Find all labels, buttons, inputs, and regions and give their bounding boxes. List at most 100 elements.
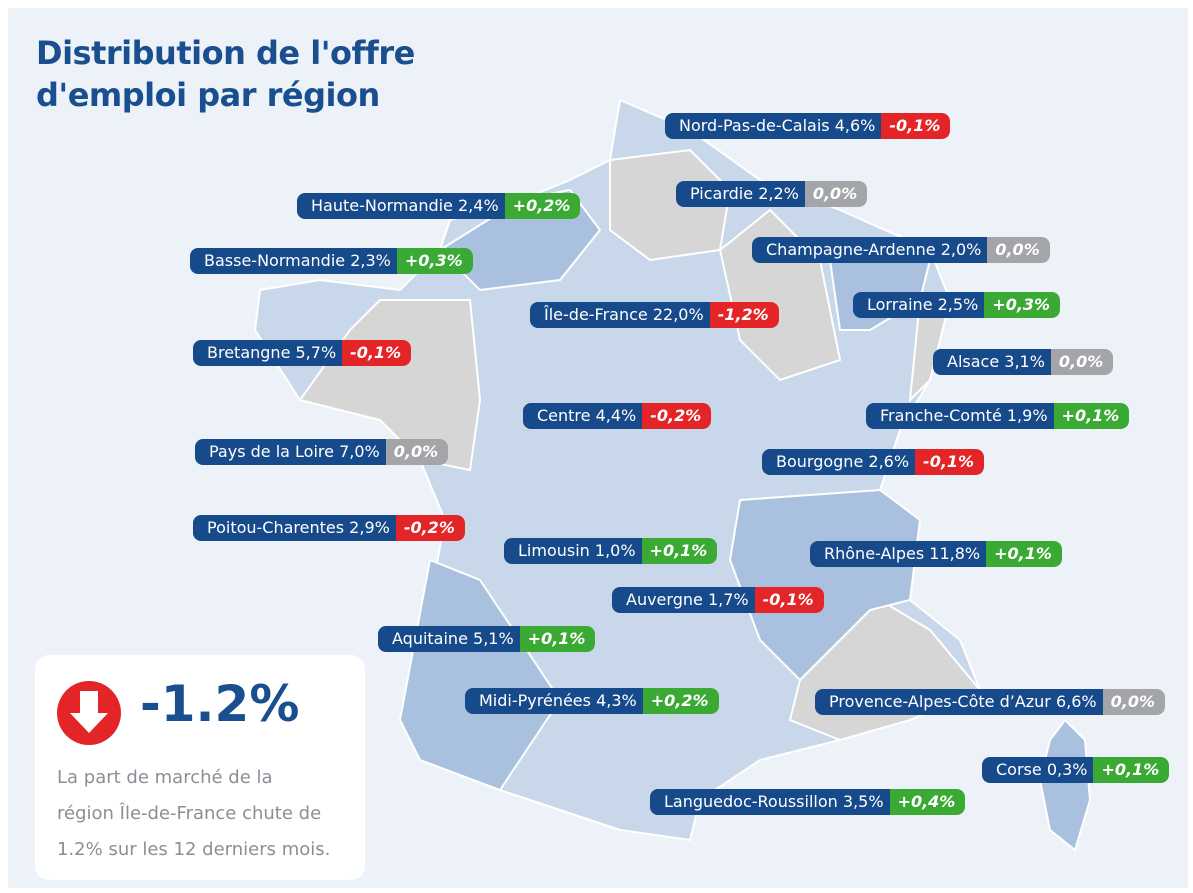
region-label: Île-de-France 22,0% -1,2%	[530, 302, 779, 328]
region-change: +0,1%	[1053, 403, 1130, 429]
region-label: Nord-Pas-de-Calais 4,6% -0,1%	[665, 113, 951, 139]
region-name-share: Île-de-France 22,0%	[530, 302, 710, 328]
region-name: Franche-Comté	[880, 406, 1002, 425]
region-blue	[398, 558, 562, 792]
region-name-share: Champagne-Ardenne 2,0%	[752, 237, 988, 263]
region-name: Limousin	[518, 541, 590, 560]
region-name: Alsace	[947, 352, 1000, 371]
region-change: +0,2%	[504, 193, 581, 219]
region-change: -0,1%	[915, 449, 985, 475]
region-label: Poitou-Charentes 2,9% -0,2%	[193, 515, 465, 541]
region-label: Bretangne 5,7% -0,1%	[193, 340, 412, 366]
region-name: Lorraine	[867, 295, 933, 314]
region-share: 3,5%	[842, 792, 884, 811]
region-change: +0,4%	[889, 789, 966, 815]
region-share: 4,6%	[834, 116, 876, 135]
region-share: 2,9%	[349, 518, 390, 537]
region-name-share: Corse 0,3%	[982, 757, 1094, 783]
region-name: Poitou-Charentes	[207, 518, 345, 537]
region-name: Auvergne	[626, 590, 703, 609]
region-share: 3,1%	[1004, 352, 1045, 371]
region-share: 0,3%	[1046, 760, 1088, 779]
region-share: 4,4%	[595, 406, 637, 425]
headline: -1.2%	[140, 675, 300, 733]
region-name: Champagne-Ardenne	[766, 240, 936, 259]
region-name-share: Poitou-Charentes 2,9%	[193, 515, 396, 541]
region-label: Centre 4,4% -0,2%	[523, 403, 712, 429]
region-change: +0,1%	[1093, 757, 1170, 783]
region-share: 2,2%	[758, 184, 799, 203]
region-name: Languedoc-Roussillon	[664, 792, 838, 811]
region-change: 0,0%	[987, 237, 1050, 263]
region-share: 2,3%	[350, 251, 391, 270]
region-name-share: Pays de la Loire 7,0%	[195, 439, 386, 465]
region-change: +0,3%	[984, 292, 1061, 318]
region-name-share: Midi-Pyrénées 4,3%	[465, 688, 643, 714]
region-share: 2,4%	[458, 196, 499, 215]
region-name-share: Bretangne 5,7%	[193, 340, 343, 366]
region-name: Centre	[537, 406, 591, 425]
region-share: 7,0%	[339, 442, 380, 461]
region-change: -0,1%	[342, 340, 412, 366]
region-share: 4,3%	[596, 691, 637, 710]
title: d'emploi par région	[36, 76, 380, 114]
region-share: 2,5%	[937, 295, 979, 314]
region-change: +0,2%	[642, 688, 719, 714]
region-name-share: Limousin 1,0%	[504, 538, 642, 564]
region-share: 5,7%	[295, 343, 337, 362]
region-change: +0,1%	[986, 541, 1062, 567]
region-name: Midi-Pyrénées	[479, 691, 591, 710]
region-label: Rhône-Alpes 11,8% +0,1%	[810, 541, 1062, 567]
region-name-share: Haute-Normandie 2,4%	[297, 193, 505, 219]
region-label: Limousin 1,0% +0,1%	[504, 538, 718, 564]
region-label: Franche-Comté 1,9% +0,1%	[866, 403, 1130, 429]
callout: -1.2% La part de marché de la région Île…	[35, 655, 365, 880]
region-change: -0,2%	[642, 403, 712, 429]
region-name-share: Alsace 3,1%	[933, 349, 1051, 375]
region-name: Basse-Normandie	[204, 251, 346, 270]
region-name: Corse	[996, 760, 1042, 779]
region-label: Corse 0,3% +0,1%	[982, 757, 1170, 783]
region-name: Provence-Alpes-Côte d’Azur	[829, 692, 1051, 711]
region-share: 1,9%	[1006, 406, 1048, 425]
region-label: Auvergne 1,7% -0,1%	[612, 587, 824, 613]
region-share: 1,7%	[707, 590, 749, 609]
region-label: Haute-Normandie 2,4% +0,2%	[297, 193, 581, 219]
region-blue	[728, 488, 922, 682]
region-label: Midi-Pyrénées 4,3% +0,2%	[465, 688, 719, 714]
region-name: Bretangne	[207, 343, 291, 362]
region-share: 22,0%	[652, 305, 704, 324]
region-change: -0,1%	[881, 113, 951, 139]
region-name-share: Provence-Alpes-Côte d’Azur 6,6%	[815, 689, 1103, 715]
region-share: 2,0%	[940, 240, 982, 259]
callout-text: région Île-de-France chute de	[57, 803, 322, 824]
region-label: Basse-Normandie 2,3% +0,3%	[190, 248, 473, 274]
down-icon	[57, 681, 121, 745]
region-name-share: Centre 4,4%	[523, 403, 643, 429]
region-label: Languedoc-Roussillon 3,5% +0,4%	[650, 789, 966, 815]
region-name-share: Languedoc-Roussillon 3,5%	[650, 789, 890, 815]
region-name-share: Bourgogne 2,6%	[762, 449, 916, 475]
region-change: 0,0%	[1050, 349, 1114, 375]
region-label: Aquitaine 5,1% +0,1%	[378, 626, 596, 652]
region-name-share: Lorraine 2,5%	[853, 292, 985, 318]
region-change: +0,3%	[396, 248, 473, 274]
region-name-share: Auvergne 1,7%	[612, 587, 755, 613]
region-name: Nord-Pas-de-Calais	[679, 116, 830, 135]
title: Distribution de l'offre	[36, 34, 415, 72]
region-name-share: Nord-Pas-de-Calais 4,6%	[665, 113, 882, 139]
region-name: Rhône-Alpes	[824, 544, 925, 563]
region-change: 0,0%	[804, 181, 868, 207]
region-name: Pays de la Loire	[209, 442, 334, 461]
region-label: Bourgogne 2,6% -0,1%	[762, 449, 985, 475]
region-share: 11,8%	[929, 544, 981, 563]
region-share: 1,0%	[594, 541, 636, 560]
region-change: -1,2%	[709, 302, 779, 328]
region-share: 6,6%	[1055, 692, 1097, 711]
region-change: -0,2%	[395, 515, 465, 541]
region-change: +0,1%	[519, 626, 596, 652]
callout-text: 1.2% sur les 12 derniers mois.	[57, 839, 331, 860]
region-change: 0,0%	[385, 439, 449, 465]
region-change: 0,0%	[1102, 689, 1165, 715]
